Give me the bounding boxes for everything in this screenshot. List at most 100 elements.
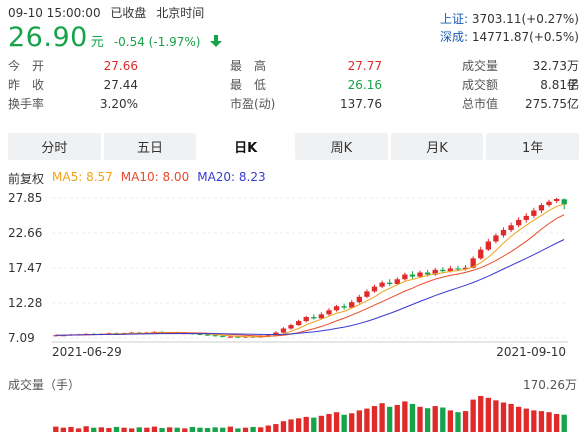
volume-bar	[265, 425, 271, 432]
tab-0[interactable]: 分时	[8, 133, 101, 160]
tab-4[interactable]: 月K	[390, 133, 484, 160]
candle-body	[470, 258, 476, 268]
index-shanghai[interactable]: 上证: 3703.11(+0.27%)	[440, 10, 579, 28]
candle-body	[280, 328, 287, 333]
ma10-value: MA10: 8.00	[120, 170, 190, 184]
arrow-down-icon	[209, 35, 222, 47]
candle-body	[318, 314, 325, 319]
candle-body	[326, 310, 332, 315]
candle-body	[356, 296, 362, 303]
candle-body	[424, 272, 431, 275]
stat-value: 26.16	[347, 78, 382, 92]
volume-bar	[98, 427, 104, 432]
y-tick-label: 7.09	[8, 331, 35, 345]
tab-2[interactable]: 日K	[199, 133, 293, 160]
candle-body	[227, 336, 233, 338]
volume-bar	[242, 427, 249, 432]
volume-bar	[212, 427, 218, 432]
candle-body	[478, 249, 484, 259]
volume-bar	[508, 403, 514, 432]
adjust-mode[interactable]: 前复权	[8, 172, 45, 186]
volume-bar	[83, 426, 89, 432]
index-name: 深成:	[439, 30, 468, 44]
candle-body	[508, 225, 514, 231]
volume-bar	[68, 426, 74, 432]
volume-bar	[318, 415, 325, 432]
volume-bar	[295, 418, 302, 432]
price-unit: 元	[90, 35, 104, 50]
stat-label: 成交额	[462, 78, 499, 92]
price-change: -0.54 (-1.97%)	[113, 35, 201, 49]
y-tick-label: 12.28	[8, 296, 42, 310]
volume-bar	[371, 406, 378, 432]
candle-body	[409, 274, 416, 277]
candle-body	[333, 306, 340, 311]
volume-bar	[106, 428, 112, 432]
volume-bar	[402, 401, 408, 432]
candle-body	[235, 336, 241, 338]
stat-value: 137.76	[340, 97, 382, 111]
kline-chart[interactable]: 27.85 22.66 17.47 12.28 7.09 2021-06-29 2021-0…	[0, 190, 587, 370]
candle-body	[341, 306, 347, 308]
candle-body	[538, 205, 545, 211]
volume-bar	[91, 427, 97, 432]
candle-body	[394, 279, 400, 284]
stat-label: 最 低	[230, 78, 267, 92]
candle-body	[493, 235, 499, 242]
volume-bar	[129, 428, 135, 432]
stat-row: 换手率 3.20% 市盈(动) 137.76 总市值 275.75亿	[8, 95, 579, 114]
volume-bar	[364, 408, 370, 432]
stat-label: 昨 收	[8, 78, 45, 92]
volume-bar	[432, 406, 438, 432]
volume-chart[interactable]	[0, 392, 587, 432]
volume-bar	[553, 414, 560, 432]
candle-body	[371, 286, 378, 292]
volume-bar	[394, 405, 400, 432]
candle-body	[531, 210, 537, 216]
volume-bar	[250, 426, 256, 432]
volume-bar	[159, 428, 165, 432]
volume-bar	[356, 410, 362, 432]
volume-bar	[424, 408, 431, 432]
stat-label: 总市值	[462, 97, 499, 111]
volume-bar	[379, 403, 385, 432]
volume-bar	[303, 416, 309, 432]
current-price: 26.90	[8, 22, 88, 53]
candle-body	[455, 268, 461, 270]
candle-body	[516, 219, 522, 226]
volume-bar	[500, 402, 507, 432]
y-tick-label: 22.66	[8, 226, 42, 240]
volume-bar	[136, 427, 142, 432]
volume-bar	[546, 412, 552, 432]
stat-label: 市盈(动)	[230, 97, 276, 111]
candle-body	[204, 334, 211, 336]
candle-body	[432, 269, 438, 275]
stat-label: 成交量	[462, 59, 499, 73]
stat-value: 32.73万手	[532, 59, 579, 92]
volume-bar	[409, 403, 416, 432]
candle-body	[440, 269, 446, 272]
candle-body	[462, 267, 469, 270]
volume-bar	[333, 412, 340, 432]
volume-bar	[387, 406, 393, 432]
ma5-line	[55, 203, 565, 338]
volume-max: 170.26万	[523, 378, 577, 392]
y-tick-label: 17.47	[8, 261, 42, 275]
stat-label: 最 高	[230, 59, 267, 73]
volume-bar	[197, 427, 203, 432]
volume-bar	[273, 424, 279, 432]
tab-1[interactable]: 五日	[103, 133, 197, 160]
y-tick-label: 27.85	[8, 191, 42, 205]
volume-bar	[235, 428, 241, 432]
volume-bar	[326, 414, 332, 432]
tab-5[interactable]: 1年	[486, 133, 580, 160]
candle-body	[288, 325, 294, 329]
volume-bar	[311, 417, 317, 432]
volume-bar	[516, 406, 522, 432]
ma5-value: MA5: 8.57	[52, 170, 113, 184]
volume-bar	[220, 427, 226, 432]
tab-3[interactable]: 周K	[295, 133, 388, 160]
index-shenzhen[interactable]: 深成: 14771.87(+0.5%)	[440, 28, 579, 46]
candle-body	[197, 333, 203, 335]
candle-body	[402, 274, 408, 280]
